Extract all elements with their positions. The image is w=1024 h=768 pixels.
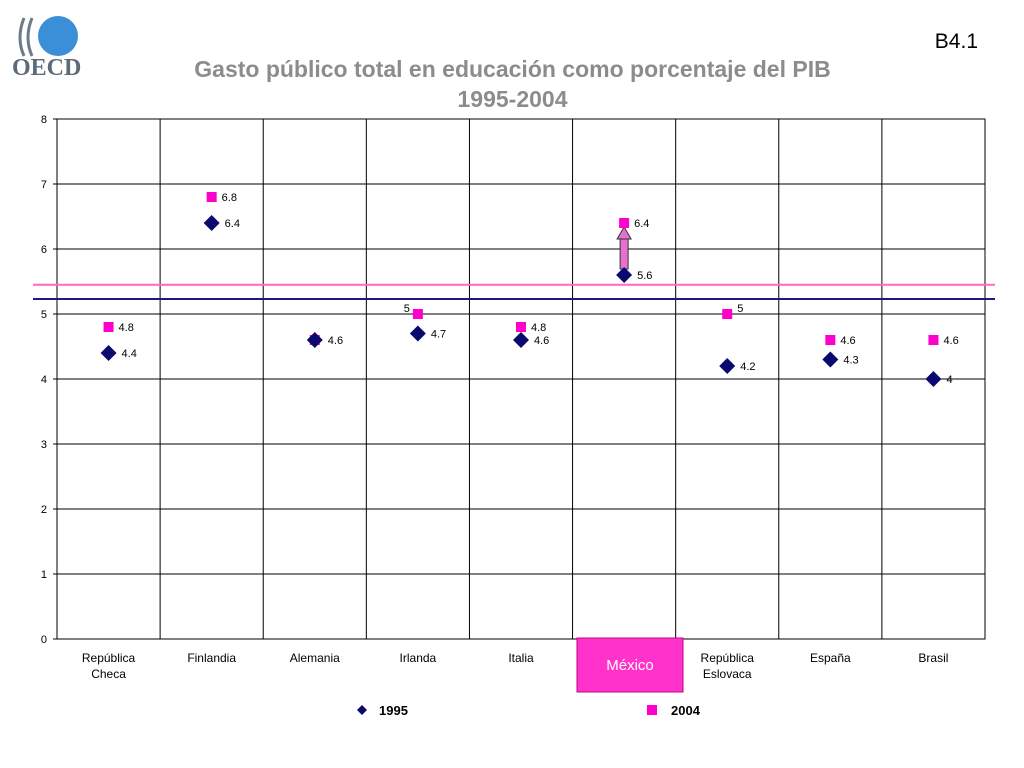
- y-tick-label: 6: [41, 244, 47, 256]
- y-tick-label: 8: [41, 114, 47, 126]
- data-points: 4.84.46.86.44.654.74.84.66.45.654.24.64.…: [100, 192, 959, 387]
- x-category-label: Alemania: [290, 651, 340, 665]
- legend: 1995 2004: [357, 703, 701, 718]
- y-tick-label: 4: [41, 374, 47, 386]
- data-label-2004: 6.8: [222, 192, 237, 204]
- x-category-label: Italia: [508, 651, 534, 665]
- legend-label-2004: 2004: [671, 703, 701, 718]
- reference-lines: [33, 283, 995, 301]
- title-line-2: 1995-2004: [457, 86, 568, 112]
- point-2004: [103, 322, 114, 332]
- y-tick-label: 3: [41, 439, 47, 451]
- mexico-highlight-box: [576, 637, 684, 693]
- point-1995: [409, 325, 426, 342]
- oecd-logo-text: OECD: [12, 55, 82, 81]
- x-category-label: España: [810, 651, 851, 665]
- point-1995: [203, 215, 220, 231]
- x-category-label: Irlanda: [400, 651, 437, 665]
- change-arrows: [616, 226, 632, 270]
- data-label-2004: 5: [737, 303, 743, 315]
- y-tick-label: 0: [41, 634, 47, 646]
- slide-id: B4.1: [934, 30, 978, 53]
- data-label-1995: 4.4: [122, 348, 137, 360]
- y-tick-label: 5: [41, 309, 47, 321]
- legend-item-2004: 2004: [647, 703, 701, 718]
- y-tick-label: 2: [41, 504, 47, 516]
- data-label-2004: 6.4: [634, 218, 649, 230]
- x-category-label: República: [701, 651, 755, 665]
- mexico-highlight-label: México: [606, 657, 654, 674]
- x-axis-labels: República Checa Finlandia Alemania Irlanda It…: [82, 651, 949, 681]
- point-2004: [825, 335, 836, 345]
- data-label-1995: 4.6: [534, 335, 549, 347]
- data-label-2004: 4.8: [531, 322, 546, 334]
- point-2004: [516, 322, 526, 332]
- data-label-1995: 5.6: [637, 270, 652, 282]
- y-axis-ticks: 0 1 2 3 4 5 6 7 8: [41, 114, 57, 646]
- point-2004: [206, 192, 217, 202]
- data-label-1995: 6.4: [225, 218, 240, 230]
- arrow-head: [616, 226, 632, 240]
- x-category-label: Brasil: [918, 651, 948, 665]
- data-label-1995: 4.2: [740, 361, 755, 373]
- point-1995: [719, 358, 736, 374]
- point-2004: [619, 218, 630, 228]
- data-label-1995: 4.6: [328, 335, 343, 347]
- data-label-2004: 4.8: [119, 322, 134, 334]
- arrow-shaft: [619, 238, 629, 270]
- mexico-increase-arrow: [616, 226, 632, 270]
- point-2004: [722, 309, 733, 319]
- data-label-1995: 4: [946, 374, 952, 386]
- point-2004: [412, 309, 423, 319]
- chart-title: Gasto público total en educación como po…: [140, 54, 885, 114]
- point-1995: [822, 351, 839, 368]
- x-category-label: República: [82, 651, 136, 665]
- data-label-2004: 4.6: [943, 335, 958, 347]
- y-tick-label: 1: [41, 569, 47, 581]
- legend-item-1995: 1995: [357, 703, 408, 718]
- x-category-label: Checa: [91, 667, 126, 681]
- point-1995: [925, 371, 942, 387]
- point-2004: [928, 335, 939, 345]
- legend-label-1995: 1995: [379, 703, 408, 718]
- legend-marker-1995: [357, 705, 367, 715]
- data-label-1995: 4.3: [843, 355, 858, 367]
- point-1995: [616, 267, 633, 283]
- data-label-1995: 4.7: [431, 329, 446, 341]
- data-label-2004: 4.6: [840, 335, 855, 347]
- title-line-1: Gasto público total en educación como po…: [194, 56, 831, 82]
- point-1995: [513, 332, 529, 348]
- data-label-2004: 5: [404, 303, 410, 315]
- x-category-label: Eslovaca: [703, 667, 752, 681]
- grid-lines: [56, 118, 986, 640]
- point-1995: [100, 345, 117, 361]
- y-tick-label: 7: [41, 179, 47, 191]
- oecd-logo: [18, 16, 78, 57]
- point-1995: [306, 332, 323, 348]
- x-category-label: Finlandia: [187, 651, 236, 665]
- legend-marker-2004: [647, 705, 657, 715]
